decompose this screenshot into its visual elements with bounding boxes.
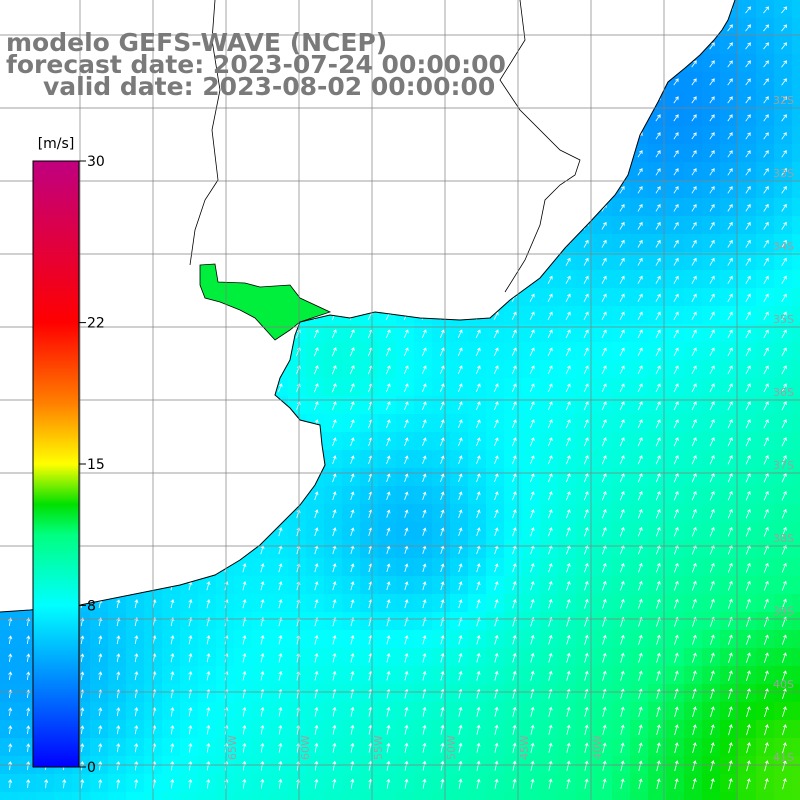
colorbar-gradient bbox=[32, 160, 80, 768]
latitude-label: 39S bbox=[773, 605, 794, 618]
longitude-label: 55W bbox=[372, 735, 385, 760]
valid-date: valid date: 2023-08-02 00:00:00 bbox=[43, 72, 496, 101]
latitude-label: 36S bbox=[773, 386, 794, 399]
model-title: modelo GEFS-WAVE (NCEP) bbox=[6, 28, 388, 57]
colorbar-tick-label: 0 bbox=[87, 760, 96, 776]
latitude-label: 37S bbox=[773, 459, 794, 472]
latitude-label: 38S bbox=[773, 532, 794, 545]
longitude-label: 60W bbox=[299, 735, 312, 760]
longitude-label: 45W bbox=[518, 735, 531, 760]
colorbar-tick-label: 22 bbox=[87, 316, 105, 332]
longitude-label: 40W bbox=[591, 735, 604, 760]
latitude-label: 41S bbox=[773, 751, 794, 764]
latitude-label: 33S bbox=[773, 167, 794, 180]
colorbar-tick-label: 8 bbox=[87, 598, 96, 614]
forecast-date: forecast date: 2023-07-24 00:00:00 bbox=[6, 50, 506, 79]
latitude-label: 40S bbox=[773, 678, 794, 691]
grid-labels: 65W 60W 55W 50W 45W 40W 32S 33S 34S 35S 36S 37S 38S 3… bbox=[226, 94, 794, 764]
colorbar-unit: [m/s] bbox=[38, 136, 75, 152]
colorbar: [m/s] 30 22 15 8 0 bbox=[32, 136, 105, 776]
colorbar-tick-label: 15 bbox=[87, 457, 105, 473]
longitude-label: 50W bbox=[445, 735, 458, 760]
latitude-label: 34S bbox=[773, 240, 794, 253]
latitude-label: 32S bbox=[773, 94, 794, 107]
colorbar-tick-label: 30 bbox=[87, 154, 105, 170]
coastline bbox=[0, 0, 736, 613]
longitude-label: 65W bbox=[226, 735, 239, 760]
latitude-label: 35S bbox=[773, 313, 794, 326]
